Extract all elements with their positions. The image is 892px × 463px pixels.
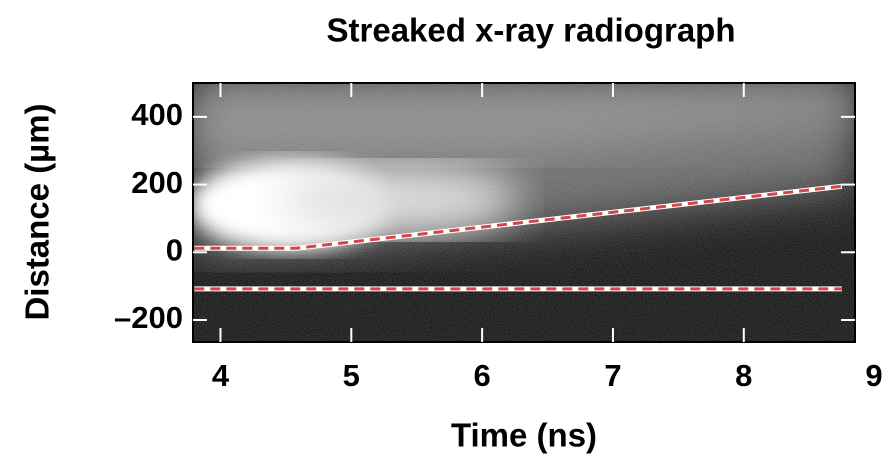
- x-tick-label: 9: [865, 358, 882, 393]
- x-tick-label: 8: [735, 358, 752, 393]
- x-axis-label: Time (ns): [451, 417, 597, 454]
- chart-layer: 4 5 6 7 8 9 –200 0 200 400: [114, 83, 883, 393]
- fit-line: [194, 184, 843, 250]
- y-axis-label: Distance (µm): [19, 103, 56, 320]
- radiograph-image: [193, 83, 855, 342]
- y-tick-label: –200: [114, 300, 183, 335]
- chart-title: Streaked x-ray radiograph: [327, 12, 736, 49]
- y-tick-label: 400: [131, 97, 183, 132]
- x-tick-label: 4: [212, 358, 230, 393]
- x-tick-label: 6: [474, 358, 491, 393]
- x-tick-label: 5: [343, 358, 360, 393]
- plot-frame: [192, 82, 856, 343]
- x-tick-label: 7: [604, 358, 621, 393]
- y-tick-label: 200: [131, 165, 183, 200]
- y-tick-label: 0: [166, 232, 183, 267]
